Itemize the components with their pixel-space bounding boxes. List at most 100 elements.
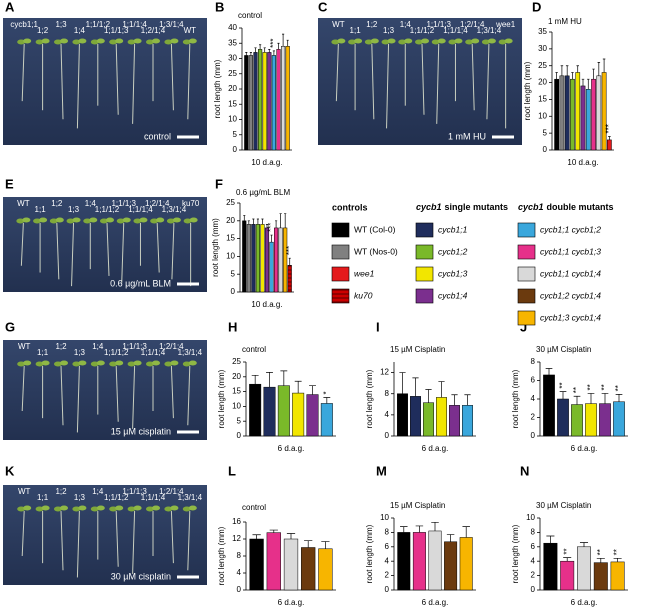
seedling-leaf bbox=[431, 39, 440, 45]
seedling-root bbox=[76, 510, 80, 578]
seedling-leaf bbox=[72, 217, 81, 223]
y-tick-label: 35 bbox=[538, 27, 547, 36]
seedling-leaf bbox=[60, 38, 68, 44]
bar bbox=[459, 537, 473, 591]
error-bar bbox=[608, 136, 611, 140]
seedling-leaf bbox=[133, 360, 142, 366]
panel-letter: N bbox=[520, 463, 529, 478]
seedling-leaf bbox=[170, 505, 179, 511]
bar bbox=[277, 385, 290, 437]
seedling-leaf bbox=[183, 218, 192, 224]
photo-label: 1;1/1;3 bbox=[122, 487, 147, 496]
legend-heading: cycb1 double mutants bbox=[518, 202, 614, 212]
y-tick-label: 15 bbox=[538, 95, 547, 104]
x-axis-label: 10 d.a.g. bbox=[251, 300, 282, 309]
seedling-leaf bbox=[35, 39, 44, 45]
seedling-leaf bbox=[100, 218, 108, 224]
seedling-root bbox=[132, 510, 136, 574]
error-bar bbox=[613, 557, 622, 562]
seedling-root bbox=[60, 43, 64, 120]
seedling-leaf bbox=[166, 218, 175, 224]
error-bar bbox=[251, 374, 259, 385]
y-tick-label: 40 bbox=[228, 23, 237, 32]
bar bbox=[577, 546, 591, 591]
seedling-leaf bbox=[41, 505, 50, 511]
y-tick-label: 0 bbox=[385, 585, 390, 594]
photo-label: 1;1/1;4 bbox=[122, 20, 147, 29]
seedling-root bbox=[171, 222, 175, 280]
error-bar bbox=[592, 68, 595, 80]
seedling-leaf bbox=[60, 505, 68, 511]
seedling-leaf bbox=[188, 360, 197, 366]
seedling-leaf bbox=[487, 38, 496, 44]
error-bar bbox=[245, 52, 248, 56]
photo-label: 1;2/1;4 bbox=[145, 199, 170, 208]
error-bar bbox=[563, 557, 572, 562]
y-tick-label: 8 bbox=[531, 357, 536, 366]
photo-label: 1;1/1;2 bbox=[410, 26, 435, 35]
photo-label: 1;1/1;3 bbox=[426, 20, 451, 29]
seedling-root bbox=[436, 43, 440, 124]
seedling-leaf bbox=[54, 506, 62, 512]
seedling-leaf bbox=[96, 38, 105, 44]
seedling-leaf bbox=[152, 505, 160, 511]
seedling-leaf bbox=[33, 218, 42, 224]
bar bbox=[271, 55, 276, 151]
y-axis-label: root length (mm) bbox=[213, 59, 222, 118]
seedling-photo bbox=[3, 485, 207, 585]
seedling-leaf bbox=[90, 361, 99, 367]
panel-letter: K bbox=[5, 463, 15, 478]
seedling-root bbox=[76, 365, 80, 433]
error-bar bbox=[438, 381, 445, 398]
seedling-root bbox=[115, 510, 119, 567]
seedling-leaf bbox=[127, 506, 136, 512]
panel-letter: L bbox=[228, 463, 236, 478]
seedling-photo bbox=[3, 340, 207, 440]
legend-swatch bbox=[331, 244, 350, 260]
error-bar bbox=[431, 521, 439, 531]
seedling-leaf bbox=[471, 38, 480, 44]
significance-mark: ** bbox=[614, 385, 623, 391]
bar bbox=[580, 85, 586, 151]
x-axis-label: 10 d.a.g. bbox=[567, 158, 598, 167]
seedling-root bbox=[187, 365, 191, 426]
photo-label: 1;2 bbox=[51, 199, 63, 208]
error-bar bbox=[256, 218, 259, 225]
seedling-leaf bbox=[133, 38, 142, 44]
panel-letter: G bbox=[5, 319, 15, 334]
y-tick-label: 20 bbox=[232, 372, 241, 381]
y-tick-label: 25 bbox=[228, 69, 237, 78]
error-bar bbox=[462, 526, 470, 538]
y-tick-label: 30 bbox=[228, 54, 237, 63]
y-tick-label: 0 bbox=[231, 287, 236, 296]
seedling-leaf bbox=[164, 39, 173, 45]
seedling-root bbox=[20, 222, 24, 266]
seedling-leaf bbox=[150, 218, 159, 224]
seedling-root bbox=[21, 365, 25, 412]
legend-label: cycb1;1 cycb1;4 bbox=[540, 268, 601, 278]
bar bbox=[249, 538, 264, 591]
bar bbox=[246, 224, 251, 293]
legend-heading-text: double mutants bbox=[547, 202, 614, 212]
photo-label: 1;1/1;2 bbox=[104, 348, 129, 357]
photo-label: 1;3/1;4 bbox=[159, 20, 184, 29]
seedling-leaf bbox=[54, 361, 62, 367]
error-bar bbox=[601, 393, 609, 404]
error-bar bbox=[258, 44, 262, 50]
error-bar bbox=[284, 213, 287, 228]
y-tick-label: 4 bbox=[385, 410, 390, 419]
seedling-leaf bbox=[72, 39, 81, 45]
seedling-root bbox=[187, 43, 191, 120]
photo-label: ku70 bbox=[182, 199, 200, 208]
seedling-root bbox=[421, 43, 425, 115]
legend-swatch bbox=[517, 288, 536, 304]
seedling-leaf bbox=[115, 38, 124, 44]
panel-letter: J bbox=[520, 319, 527, 334]
error-bar bbox=[425, 389, 432, 403]
bar bbox=[575, 72, 581, 151]
bar bbox=[554, 78, 559, 151]
seedling-root bbox=[132, 365, 136, 429]
legend-label: cycb1;2 cycb1;4 bbox=[540, 290, 601, 300]
seedling-leaf bbox=[164, 506, 173, 512]
